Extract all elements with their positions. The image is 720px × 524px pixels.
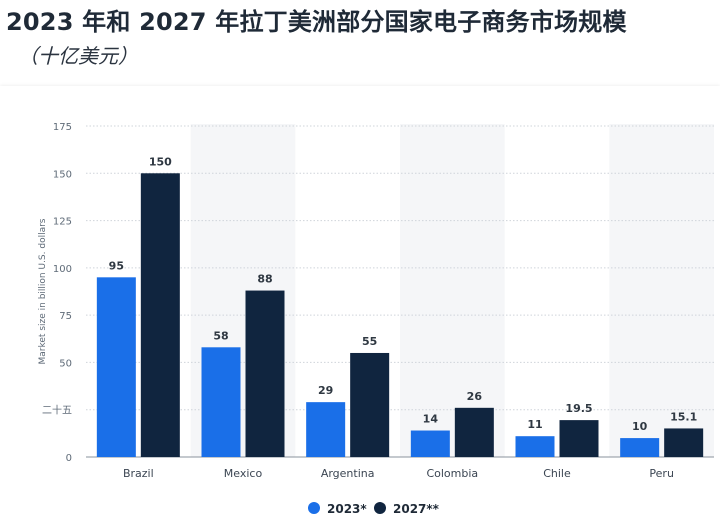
y-tick-label: 二十五 bbox=[42, 404, 72, 417]
data-label: 11 bbox=[527, 418, 542, 431]
y-tick-label: 0 bbox=[66, 453, 72, 464]
data-label: 95 bbox=[109, 259, 124, 272]
legend-marker-2023 bbox=[308, 502, 320, 514]
category-band bbox=[609, 124, 714, 457]
bar-mexico-2023 bbox=[201, 347, 241, 457]
y-tick-label: 150 bbox=[53, 169, 72, 180]
bar-colombia-2027 bbox=[454, 407, 494, 457]
bar-mexico-2027 bbox=[245, 290, 285, 457]
category-band bbox=[400, 124, 505, 457]
data-label: 26 bbox=[467, 390, 483, 403]
chart-subtitle: （十亿美元） bbox=[18, 44, 138, 68]
legend-label: 2023* bbox=[327, 502, 367, 516]
data-label: 15.1 bbox=[670, 410, 697, 423]
y-tick-label: 75 bbox=[59, 311, 72, 322]
legend-label: 2027** bbox=[393, 502, 440, 516]
x-tick-label: Argentina bbox=[321, 467, 375, 480]
bar-chile-2023 bbox=[515, 436, 555, 457]
x-tick-label: Colombia bbox=[426, 467, 478, 480]
bar-argentina-2023 bbox=[306, 402, 346, 457]
bar-argentina-2027 bbox=[350, 352, 390, 457]
y-tick-label: 175 bbox=[53, 122, 72, 133]
bar-peru-2027 bbox=[664, 428, 704, 457]
data-label: 10 bbox=[632, 420, 648, 433]
bar-colombia-2023 bbox=[410, 430, 450, 457]
chart-card: 0 二十五 50 75 100 125 150 175 Market size in billi… bbox=[0, 86, 720, 524]
x-tick-label: Brazil bbox=[123, 467, 154, 480]
bar-brazil-2023 bbox=[96, 277, 136, 457]
bar-brazil-2027 bbox=[140, 173, 180, 457]
y-tick-label: 50 bbox=[59, 358, 72, 369]
bar-peru-2023 bbox=[620, 438, 660, 457]
data-label: 19.5 bbox=[565, 402, 592, 415]
y-tick-label: 100 bbox=[53, 264, 72, 275]
chart-title: 2023 年和 2027 年拉丁美洲部分国家电子商务市场规模 bbox=[6, 8, 627, 36]
data-label: 29 bbox=[318, 384, 333, 397]
legend-marker-2027 bbox=[374, 502, 386, 514]
bar-chart: 0 二十五 50 75 100 125 150 175 Market size in billi… bbox=[38, 122, 714, 516]
data-label: 14 bbox=[423, 413, 439, 426]
x-tick-label: Peru bbox=[649, 467, 674, 480]
data-label: 58 bbox=[213, 329, 228, 342]
y-tick-label: 125 bbox=[53, 217, 72, 228]
x-tick-label: Chile bbox=[543, 467, 571, 480]
y-axis-title: Market size in billion U.S. dollars bbox=[38, 218, 48, 364]
data-label: 150 bbox=[149, 155, 172, 168]
bar-chile-2027 bbox=[559, 420, 599, 457]
data-label: 55 bbox=[362, 335, 377, 348]
data-label: 88 bbox=[257, 273, 272, 286]
x-tick-label: Mexico bbox=[224, 467, 263, 480]
